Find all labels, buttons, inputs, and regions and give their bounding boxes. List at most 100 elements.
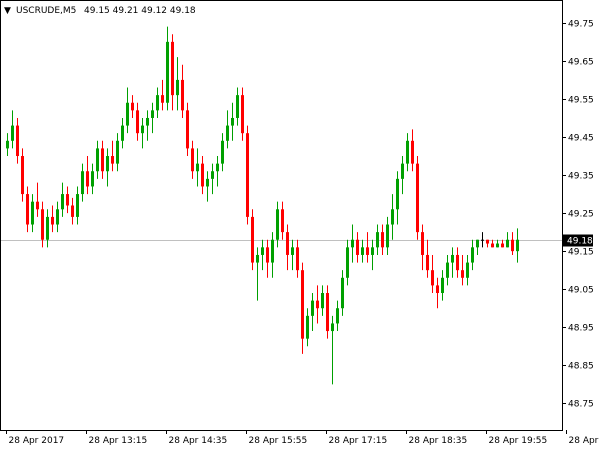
candle-body bbox=[301, 270, 304, 338]
price-tick-label: 49.25 bbox=[568, 210, 594, 220]
time-tick-label: 28 Apr 21:15 bbox=[569, 436, 600, 446]
candle-body bbox=[316, 301, 319, 309]
candle-body bbox=[11, 126, 14, 141]
price-tick-label: 49.05 bbox=[568, 286, 594, 296]
candle-body bbox=[61, 194, 64, 209]
candle-body bbox=[321, 293, 324, 308]
candle-body bbox=[136, 110, 139, 133]
candle bbox=[326, 285, 329, 338]
candle-body bbox=[41, 209, 44, 239]
candle-body bbox=[296, 247, 299, 270]
time-tick-label: 28 Apr 14:35 bbox=[169, 436, 228, 446]
candle-body bbox=[351, 240, 354, 248]
candle-body bbox=[431, 270, 434, 285]
candle bbox=[246, 126, 249, 225]
candle-body bbox=[481, 240, 484, 241]
price-tick-label: 48.75 bbox=[568, 400, 594, 410]
current-price-label: 49.18 bbox=[567, 237, 593, 247]
price-tick-label: 48.85 bbox=[568, 362, 594, 372]
candle-body bbox=[376, 232, 379, 247]
candle-body bbox=[361, 247, 364, 255]
candle-body bbox=[106, 156, 109, 171]
candle-body bbox=[276, 209, 279, 239]
price-tick-label: 49.75 bbox=[568, 20, 594, 30]
candle-body bbox=[146, 118, 149, 126]
candle-body bbox=[266, 247, 269, 262]
candle-body bbox=[151, 110, 154, 118]
candle-body bbox=[326, 293, 329, 331]
candle-body bbox=[81, 171, 84, 194]
candle-body bbox=[56, 209, 59, 224]
candle-body bbox=[36, 202, 39, 210]
candle-body bbox=[426, 255, 429, 270]
candle-body bbox=[371, 247, 374, 255]
candle-body bbox=[246, 133, 249, 217]
candle-body bbox=[121, 126, 124, 141]
candle-body bbox=[201, 164, 204, 187]
candle-body bbox=[111, 156, 114, 164]
price-tick-label: 49.45 bbox=[568, 134, 594, 144]
candle bbox=[21, 148, 24, 201]
candle-body bbox=[341, 278, 344, 308]
candle-body bbox=[176, 80, 179, 95]
chart-header: ▼ USCRUDE,M5 49.15 49.21 49.12 49.18 bbox=[4, 6, 196, 16]
price-tick-label: 49.35 bbox=[568, 172, 594, 182]
ohlc-readout: 49.15 49.21 49.12 49.18 bbox=[84, 6, 196, 16]
price-tick-label: 48.95 bbox=[568, 324, 594, 334]
candle-body bbox=[506, 240, 509, 248]
candle-body bbox=[161, 95, 164, 103]
candle-body bbox=[331, 323, 334, 331]
candle-body bbox=[76, 194, 79, 217]
candle-body bbox=[21, 156, 24, 194]
candle-body bbox=[286, 232, 289, 255]
candle-body bbox=[221, 141, 224, 164]
candle-body bbox=[16, 126, 19, 156]
time-tick-label: 28 Apr 15:55 bbox=[249, 436, 308, 446]
candle-body bbox=[451, 255, 454, 263]
candle-body bbox=[66, 194, 69, 205]
price-tick-label: 49.55 bbox=[568, 96, 594, 106]
time-tick-label: 28 Apr 19:55 bbox=[489, 436, 548, 446]
candle-body bbox=[116, 141, 119, 164]
candle-body bbox=[466, 263, 469, 278]
candle-body bbox=[71, 205, 74, 216]
candle-body bbox=[271, 240, 274, 263]
time-tick-label: 28 Apr 18:35 bbox=[409, 436, 468, 446]
candle-body bbox=[391, 209, 394, 224]
candle-body bbox=[96, 148, 99, 171]
candle bbox=[186, 103, 189, 156]
price-tick-label: 49.15 bbox=[568, 248, 594, 258]
candle-body bbox=[461, 270, 464, 278]
candle-body bbox=[261, 247, 264, 255]
candle-body bbox=[511, 240, 514, 251]
price-tick-label: 49.65 bbox=[568, 58, 594, 68]
candle-body bbox=[401, 164, 404, 179]
candle-body bbox=[101, 148, 104, 171]
candle-body bbox=[386, 225, 389, 248]
candle-body bbox=[141, 126, 144, 134]
candle bbox=[241, 88, 244, 141]
candle-body bbox=[241, 95, 244, 133]
candle-body bbox=[166, 42, 169, 103]
candle-body bbox=[491, 244, 494, 248]
candle-body bbox=[6, 141, 9, 149]
candle-body bbox=[26, 194, 29, 224]
candle-body bbox=[186, 110, 189, 148]
candle-body bbox=[516, 240, 519, 251]
candle-body bbox=[381, 232, 384, 247]
symbol-label: USCRUDE,M5 bbox=[16, 6, 76, 16]
candle-body bbox=[86, 171, 89, 186]
candle-body bbox=[336, 308, 339, 323]
candle-body bbox=[191, 148, 194, 171]
candle-body bbox=[421, 232, 424, 255]
candle-body bbox=[131, 103, 134, 111]
current-price-tag: 49.18 bbox=[563, 235, 593, 247]
candle-body bbox=[436, 285, 439, 293]
candle-body bbox=[446, 263, 449, 278]
chart-menu-icon[interactable]: ▼ bbox=[4, 6, 11, 16]
candle-body bbox=[171, 42, 174, 95]
candle-body bbox=[236, 95, 239, 118]
